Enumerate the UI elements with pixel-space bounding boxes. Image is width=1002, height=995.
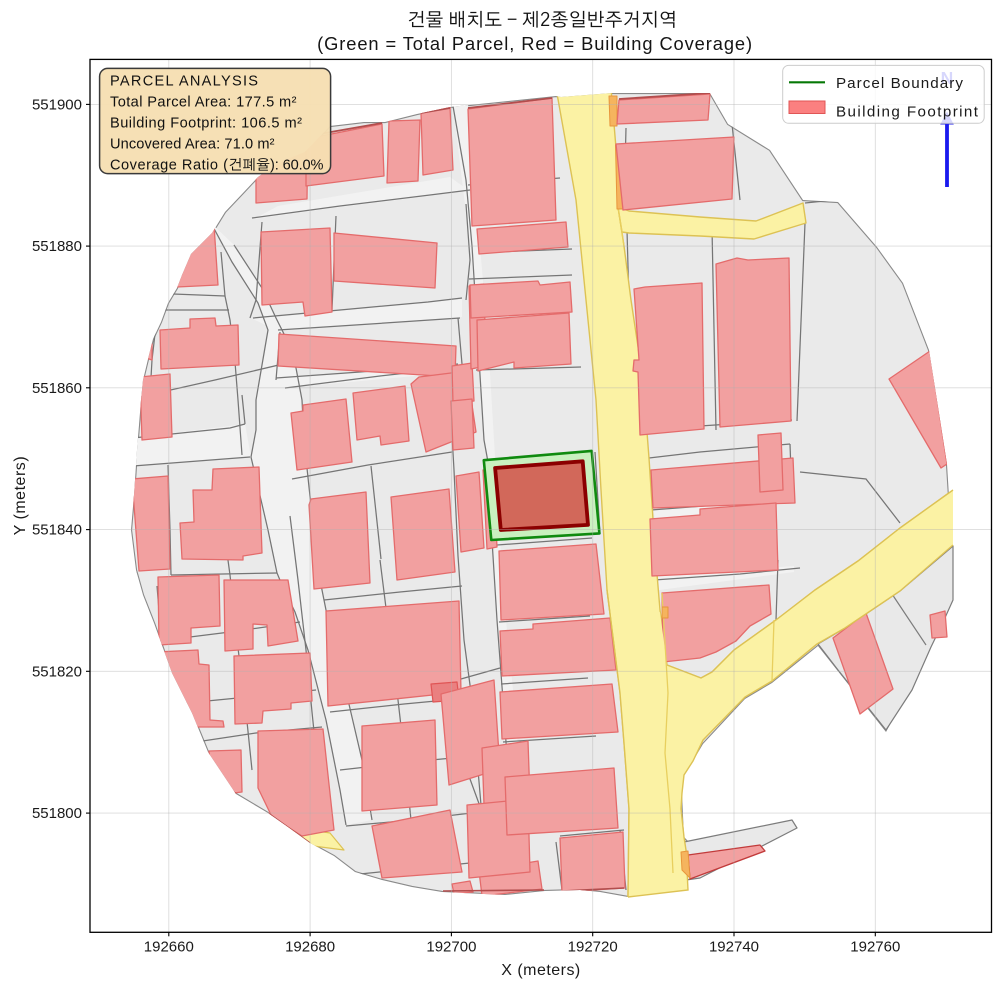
svg-text:Parcel Boundary: Parcel Boundary [836, 75, 963, 92]
svg-text:X (meters): X (meters) [501, 962, 580, 979]
svg-text:192760: 192760 [850, 938, 900, 955]
svg-text:Coverage Ratio (: Coverage Ratio ( [110, 158, 228, 174]
svg-text:Building Footprint: 106.5 m²: Building Footprint: 106.5 m² [110, 116, 302, 132]
svg-text:192740: 192740 [709, 938, 759, 955]
svg-text:551880: 551880 [32, 238, 82, 255]
svg-text:551860: 551860 [32, 380, 82, 397]
svg-text:551820: 551820 [32, 663, 82, 680]
svg-text:192660: 192660 [144, 938, 194, 955]
svg-text:551800: 551800 [32, 805, 82, 822]
svg-text:): 60.0%: ): 60.0% [270, 158, 324, 174]
svg-text:Y (meters): Y (meters) [12, 456, 29, 535]
svg-text:Building Footprint: Building Footprint [836, 104, 979, 121]
svg-text:551900: 551900 [32, 96, 82, 113]
svg-text:551840: 551840 [32, 522, 82, 539]
svg-text:192700: 192700 [426, 938, 476, 955]
svg-text:192680: 192680 [285, 938, 335, 955]
svg-text:Uncovered Area: 71.0 m²: Uncovered Area: 71.0 m² [110, 137, 275, 153]
svg-text:PARCEL ANALYSIS: PARCEL ANALYSIS [110, 74, 258, 90]
svg-text:Total Parcel Area: 177.5 m²: Total Parcel Area: 177.5 m² [110, 95, 297, 111]
svg-text:192720: 192720 [568, 938, 618, 955]
svg-text:(Green = Total Parcel, Red = B: (Green = Total Parcel, Red = Building Co… [317, 33, 752, 54]
